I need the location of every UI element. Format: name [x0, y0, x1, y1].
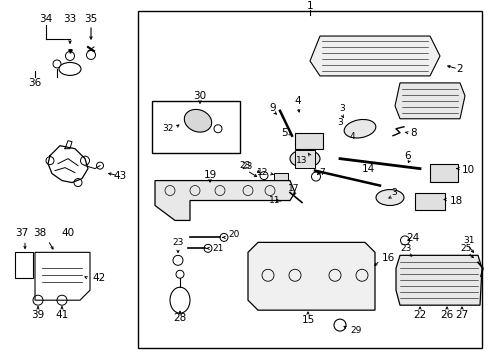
- Text: 13: 13: [296, 156, 307, 165]
- Text: 40: 40: [61, 228, 74, 238]
- Text: 30: 30: [193, 91, 206, 101]
- Text: 3: 3: [390, 188, 396, 197]
- Text: 23: 23: [400, 244, 411, 253]
- Text: 14: 14: [361, 163, 374, 174]
- Text: 26: 26: [440, 310, 453, 320]
- Text: 3: 3: [336, 118, 342, 127]
- Bar: [294, 133, 323, 149]
- Polygon shape: [35, 252, 90, 300]
- Text: 36: 36: [28, 78, 41, 88]
- Text: 4: 4: [348, 132, 354, 141]
- Text: 1: 1: [306, 1, 313, 11]
- Text: 20: 20: [227, 230, 239, 239]
- Bar: [273, 172, 287, 183]
- Text: 18: 18: [449, 195, 462, 206]
- Bar: [294, 150, 314, 168]
- Text: 28: 28: [173, 313, 186, 323]
- Text: 23: 23: [172, 238, 183, 247]
- Text: 6: 6: [404, 150, 410, 161]
- Polygon shape: [309, 36, 439, 76]
- Text: 22: 22: [412, 310, 426, 320]
- Ellipse shape: [375, 190, 403, 206]
- Text: 27: 27: [454, 310, 468, 320]
- Text: 8: 8: [409, 128, 416, 138]
- Polygon shape: [155, 181, 294, 220]
- Text: 5: 5: [281, 128, 287, 138]
- Text: 12: 12: [256, 168, 267, 177]
- Text: 17: 17: [287, 184, 299, 193]
- Text: 21: 21: [212, 244, 223, 253]
- Ellipse shape: [289, 150, 319, 168]
- Text: 38: 38: [33, 228, 46, 238]
- Polygon shape: [395, 255, 481, 305]
- Text: 10: 10: [461, 165, 474, 175]
- Text: 29: 29: [349, 325, 361, 334]
- Text: 43: 43: [113, 171, 126, 181]
- Bar: [429, 164, 457, 181]
- Polygon shape: [247, 242, 374, 310]
- Ellipse shape: [170, 287, 190, 313]
- Text: 2: 2: [456, 64, 462, 74]
- Bar: [138, 11, 481, 348]
- Text: 34: 34: [40, 14, 53, 24]
- Text: 41: 41: [55, 310, 68, 320]
- Text: 35: 35: [84, 14, 98, 24]
- Text: 19: 19: [203, 170, 216, 180]
- Text: 23: 23: [239, 161, 250, 170]
- Text: 11: 11: [269, 196, 280, 205]
- Text: 7: 7: [319, 168, 324, 177]
- Ellipse shape: [59, 62, 81, 75]
- Bar: [15, 252, 33, 278]
- Text: 4: 4: [294, 96, 301, 106]
- Text: 3: 3: [339, 104, 344, 113]
- Text: 31: 31: [462, 236, 474, 245]
- Text: 15: 15: [301, 315, 314, 325]
- Bar: [414, 193, 444, 211]
- Text: 16: 16: [381, 253, 394, 263]
- Bar: [152, 101, 240, 153]
- Text: 24: 24: [406, 233, 419, 243]
- Text: 23: 23: [241, 162, 252, 171]
- Ellipse shape: [184, 109, 211, 132]
- Text: 25: 25: [459, 244, 471, 253]
- Text: 33: 33: [63, 14, 77, 24]
- Text: 39: 39: [31, 310, 44, 320]
- Text: 32: 32: [162, 124, 173, 133]
- Polygon shape: [394, 83, 464, 119]
- Text: 37: 37: [15, 228, 29, 238]
- Text: 9: 9: [269, 103, 276, 113]
- Ellipse shape: [344, 120, 375, 138]
- Text: 42: 42: [92, 273, 105, 283]
